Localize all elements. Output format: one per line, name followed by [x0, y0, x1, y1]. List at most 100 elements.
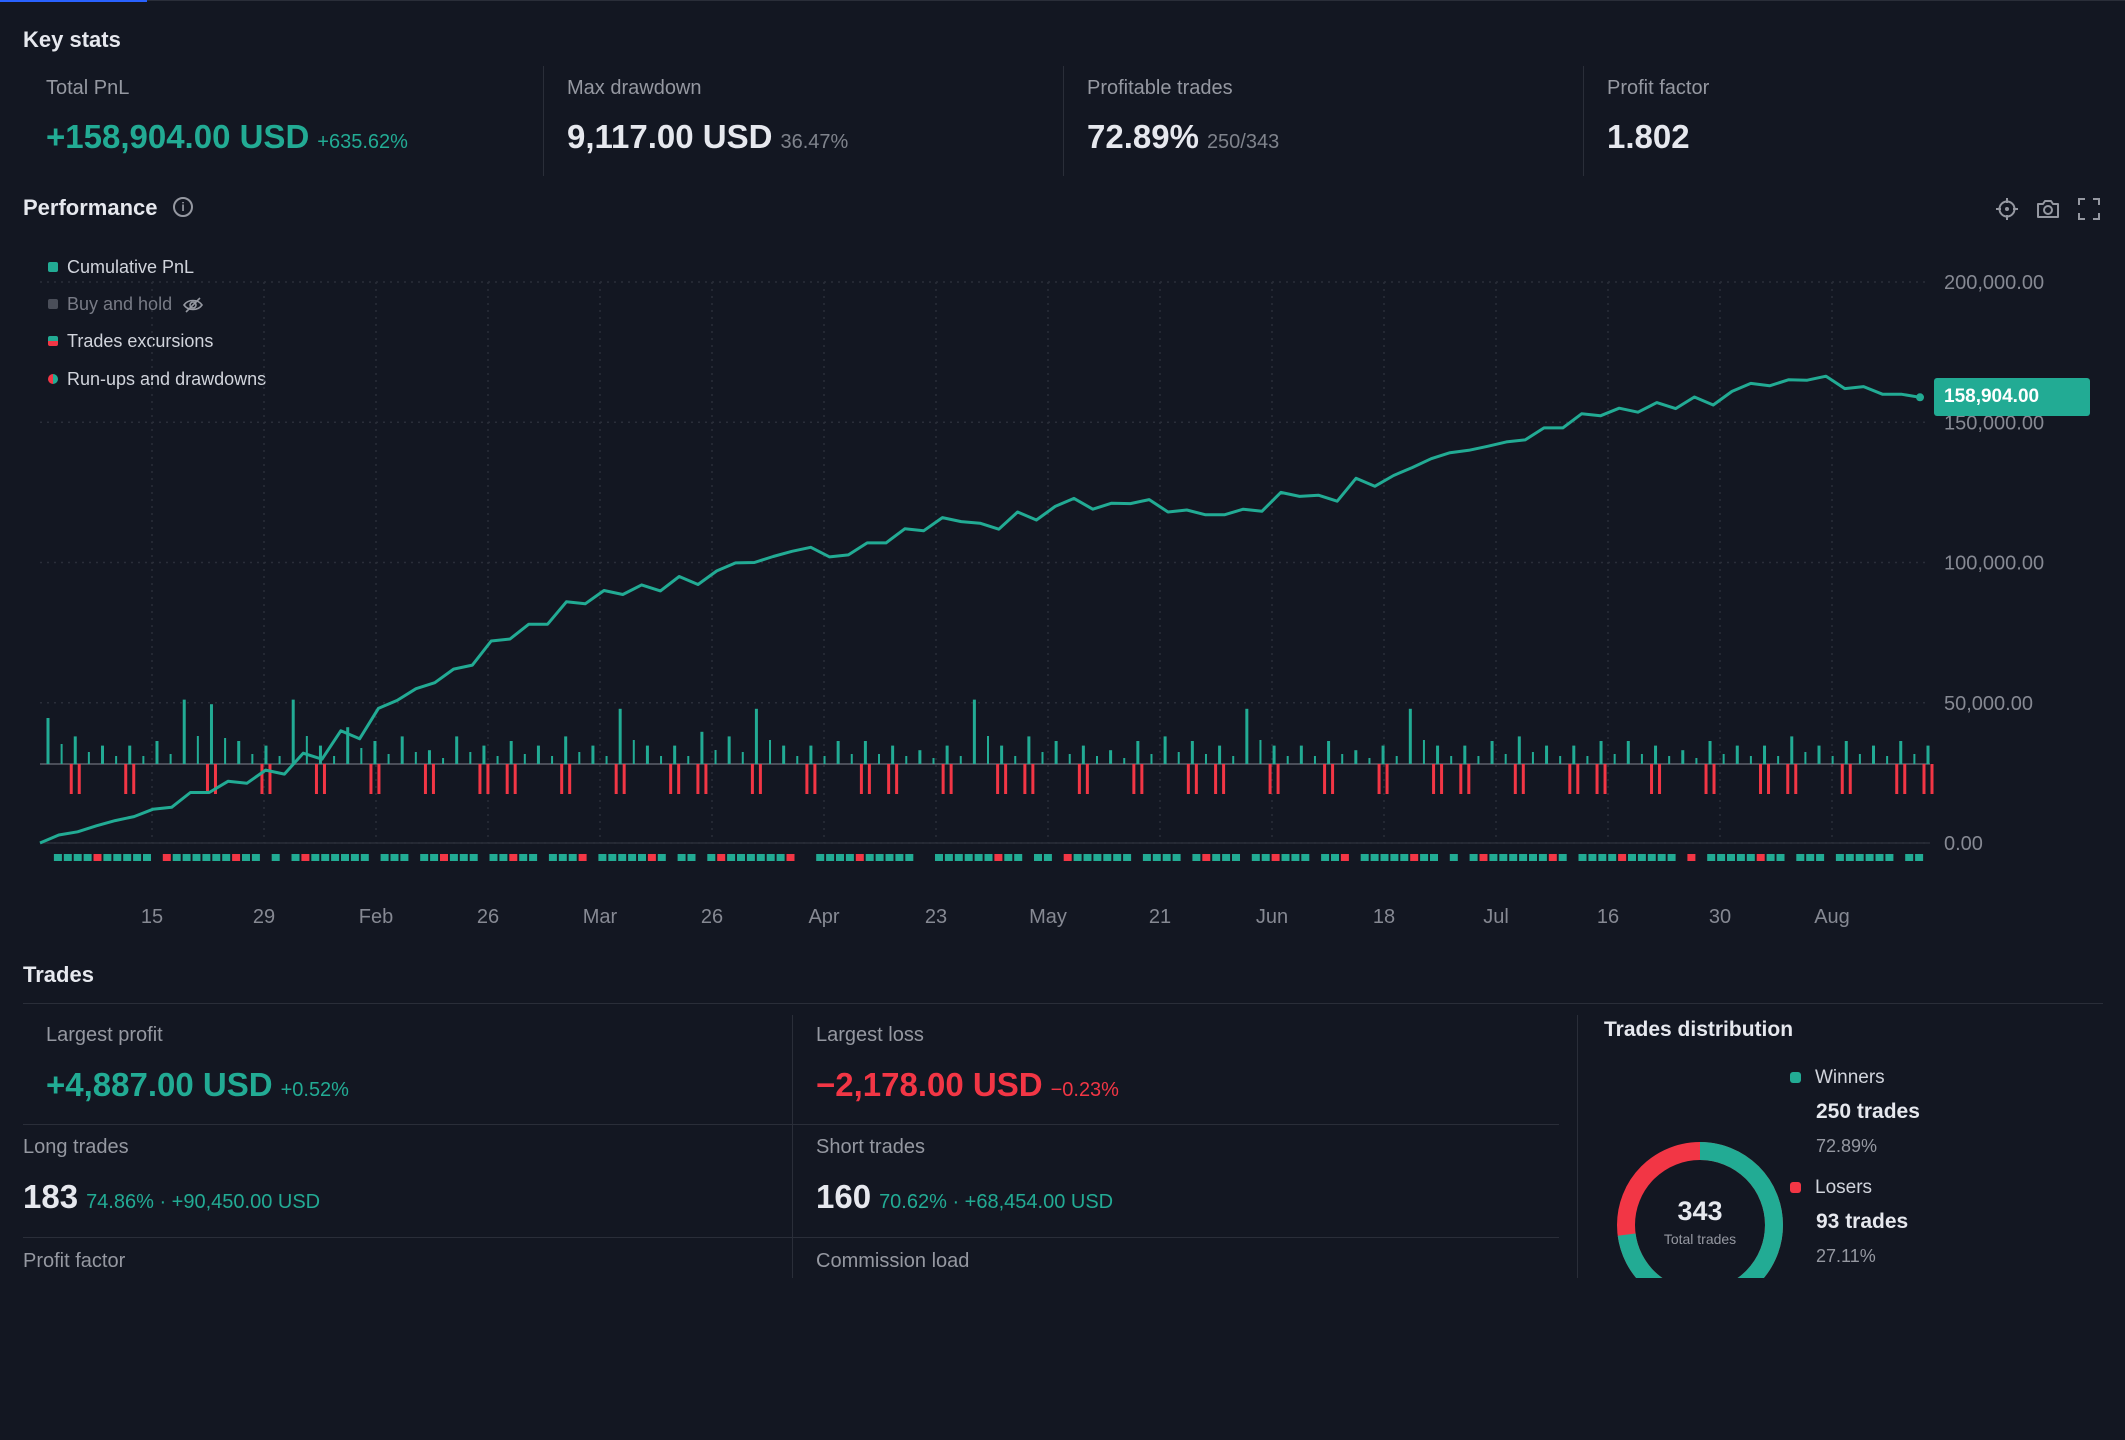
run-up-drawdown-marker — [746, 854, 755, 861]
run-up-drawdown-marker — [1578, 854, 1587, 861]
x-tick-label: Jul — [1483, 906, 1509, 928]
run-up-drawdown-marker — [1796, 854, 1805, 861]
cell-value: +4,887.00 USD — [46, 1066, 273, 1103]
x-tick-label: Aug — [1814, 906, 1850, 928]
run-up-drawdown-marker — [1152, 854, 1161, 861]
legend-item-cumulative-pnl[interactable]: Cumulative PnL — [48, 257, 194, 278]
run-up-drawdown-marker — [301, 854, 310, 861]
eye-hidden-icon[interactable] — [182, 296, 204, 314]
run-up-drawdown-marker — [1281, 854, 1290, 861]
row-divider — [23, 1124, 1559, 1125]
run-up-drawdown-marker — [509, 854, 518, 861]
run-up-drawdown-marker — [93, 854, 102, 861]
run-up-drawdown-marker — [836, 854, 844, 861]
run-up-drawdown-marker — [400, 854, 409, 861]
legend-label: Run-ups and drawdowns — [67, 369, 267, 389]
run-up-drawdown-marker — [1845, 854, 1854, 861]
performance-chart[interactable]: 200,000.00 150,000.00 100,000.00 50,000.00 0… — [0, 240, 2125, 940]
run-up-drawdown-marker — [677, 854, 686, 861]
run-up-drawdown-marker — [1400, 854, 1409, 861]
distribution-count: 93 trades — [1816, 1210, 1909, 1233]
run-up-drawdown-marker — [123, 854, 132, 861]
run-up-drawdown-marker — [182, 854, 191, 861]
cell-long-trades: Long trades 183 74.86% · +90,450.00 USD — [23, 1125, 793, 1237]
run-up-drawdown-marker — [350, 854, 359, 861]
legend-label: Buy and hold — [67, 294, 173, 314]
run-up-drawdown-marker — [1014, 854, 1023, 861]
run-up-drawdown-marker — [1489, 854, 1498, 861]
run-up-drawdown-marker — [1410, 854, 1419, 861]
cell-value-row: −2,178.00 USD −0.23% — [816, 1066, 1119, 1104]
run-up-drawdown-marker — [1370, 854, 1379, 861]
total-trades-label: Total trades — [1663, 1231, 1737, 1247]
run-up-drawdown-marker — [1113, 854, 1122, 861]
run-up-drawdown-marker — [1340, 854, 1349, 861]
x-tick-label: 18 — [1373, 906, 1395, 928]
cell-value: 183 — [23, 1178, 79, 1215]
run-up-drawdown-marker — [499, 854, 508, 861]
total-trades-count: 343 — [1677, 1196, 1723, 1226]
run-up-drawdown-marker — [1103, 854, 1112, 861]
run-up-drawdown-marker — [390, 854, 399, 861]
fullscreen-icon[interactable] — [2076, 196, 2102, 222]
run-up-drawdown-marker — [242, 854, 250, 861]
legend-item-trades-excursions[interactable]: Trades excursions — [48, 331, 213, 352]
cell-value: 160 — [816, 1178, 872, 1215]
legend-item-run-ups-and-drawdowns[interactable]: Run-ups and drawdowns — [48, 369, 266, 390]
stat-value-row: 9,117.00 USD 36.47% — [567, 118, 848, 156]
cell-sub: +0.52% — [280, 1079, 349, 1101]
run-up-drawdown-marker — [251, 854, 260, 861]
run-up-drawdown-marker — [1142, 854, 1151, 861]
cell-largest-loss: Largest loss −2,178.00 USD −0.23% — [793, 1015, 1559, 1125]
run-up-drawdown-marker — [1538, 854, 1547, 861]
run-up-drawdown-marker — [271, 854, 280, 861]
run-up-drawdown-marker — [1727, 854, 1735, 861]
y-tick-label: 50,000.00 — [1944, 693, 2033, 715]
stat-max-drawdown: Max drawdown 9,117.00 USD 36.47% — [544, 66, 1064, 176]
run-up-drawdown-marker — [1806, 854, 1815, 861]
run-up-drawdown-marker — [1855, 854, 1864, 861]
legend-label: Cumulative PnL — [67, 257, 195, 277]
run-up-drawdown-marker — [1073, 854, 1082, 861]
x-axis-labels: 15 29 Feb 26 Mar 26 Apr 23 May 21 Jun 18 Jul 16 30 Aug — [141, 906, 1850, 928]
run-up-drawdown-marker — [1736, 854, 1745, 861]
info-icon[interactable]: i — [173, 197, 193, 217]
column-divider — [792, 1015, 793, 1278]
x-tick-label: 23 — [925, 906, 947, 928]
run-up-drawdown-marker — [1667, 854, 1676, 861]
stat-value: +158,904.00 USD — [46, 118, 310, 155]
run-up-drawdown-marker — [944, 854, 953, 861]
stat-divider — [543, 66, 544, 176]
run-up-drawdown-marker — [430, 854, 439, 861]
stat-value-row: +158,904.00 USD +635.62% — [46, 118, 408, 156]
y-tick-label: 150,000.00 — [1944, 412, 2044, 434]
run-up-drawdown-marker — [63, 854, 72, 861]
run-up-drawdown-marker — [1162, 854, 1171, 861]
run-up-drawdown-marker — [1043, 854, 1052, 861]
x-tick-label: May — [1029, 906, 1067, 928]
camera-icon[interactable] — [2035, 196, 2061, 222]
legend-item-buy-and-hold[interactable]: Buy and hold — [48, 294, 204, 315]
run-up-drawdown-marker — [776, 854, 785, 861]
run-up-drawdown-marker — [529, 854, 538, 861]
run-up-drawdown-strip — [53, 854, 1924, 861]
x-tick-label: 30 — [1709, 906, 1731, 928]
run-up-drawdown-marker — [1222, 854, 1231, 861]
crosshair-icon[interactable] — [1994, 196, 2020, 222]
run-up-drawdown-marker — [291, 854, 300, 861]
legend-label: Trades excursions — [67, 331, 214, 351]
trades-title: Trades — [23, 962, 94, 987]
run-up-drawdown-marker — [737, 854, 745, 861]
cell-label: Largest profit — [46, 1024, 163, 1046]
cell-value-row: 160 70.62% · +68,454.00 USD — [816, 1178, 1113, 1216]
run-up-drawdown-marker — [845, 854, 854, 861]
run-up-drawdown-marker — [905, 854, 914, 861]
run-up-drawdown-marker — [1390, 854, 1399, 861]
run-up-drawdown-marker — [311, 854, 320, 861]
run-up-drawdown-marker — [1885, 854, 1894, 861]
run-up-drawdown-marker — [1301, 854, 1310, 861]
run-up-drawdown-marker — [1618, 854, 1627, 861]
run-up-drawdown-marker — [1192, 854, 1201, 861]
empty-area — [0, 1278, 2125, 1440]
cell-sub: 70.62% · +68,454.00 USD — [879, 1191, 1114, 1213]
